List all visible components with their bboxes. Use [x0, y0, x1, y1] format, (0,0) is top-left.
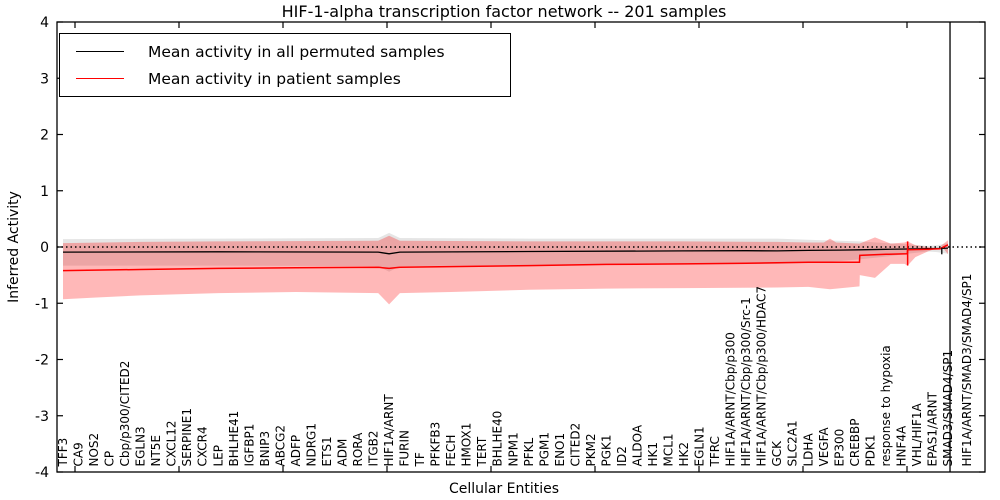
legend-item-patient: Mean activity in patient samples: [60, 66, 510, 92]
x-tick-label: ID2: [615, 446, 629, 466]
x-tick-label: HIF1A/ARNT/Cbp/p300/Src-1: [739, 297, 753, 466]
x-tick-label-outside: HIF1A/ARNT/SMAD3/SMAD4/SP1: [960, 274, 974, 467]
x-tick-label: HK2: [677, 442, 691, 467]
x-tick-label: CITED2: [568, 423, 582, 467]
x-tick-label: SMAD3/SMAD4/SP1: [941, 350, 955, 467]
x-tick-label: RORA: [351, 432, 365, 467]
x-tick-label: LDHA: [801, 433, 815, 467]
x-tick-label: ETS1: [320, 436, 334, 466]
legend: Mean activity in all permuted samples Me…: [59, 33, 511, 97]
y-tick-label: 2: [40, 128, 49, 144]
x-tick-label: TF: [413, 452, 427, 467]
y-tick-label: 1: [40, 184, 49, 200]
figure-title: HIF-1-alpha transcription factor network…: [281, 2, 727, 21]
y-axis-label: Inferred Activity: [6, 191, 22, 303]
y-tick-label: 3: [40, 71, 49, 87]
legend-label: Mean activity in all permuted samples: [148, 42, 445, 61]
x-tick-label: ADFP: [289, 435, 303, 467]
x-tick-label: response to hypoxia: [879, 345, 893, 466]
x-tick-label: BHLHE40: [491, 411, 505, 467]
x-tick-label: EPAS1/ARNT: [926, 391, 940, 466]
x-tick-label: CP: [103, 451, 117, 467]
x-tick-label: BHLHE41: [227, 411, 241, 467]
x-tick-label: VEGFA: [817, 427, 831, 467]
x-tick-label: HIF1A/ARNT: [382, 394, 396, 467]
x-tick-label: SLC2A1: [786, 420, 800, 466]
y-tick-label: 0: [40, 240, 49, 256]
x-tick-label: PGK1: [599, 434, 613, 466]
y-tick-label: -1: [35, 296, 49, 312]
x-tick-label: VHL/HIF1A: [910, 402, 924, 466]
x-tick-label: CXCL12: [165, 420, 179, 466]
x-tick-label: CREBBP: [848, 419, 862, 467]
x-tick-label: BNIP3: [258, 431, 272, 467]
x-tick-label: ENO1: [553, 433, 567, 467]
x-tick-label: EGLN1: [693, 426, 707, 466]
x-tick-label: NPM1: [506, 432, 520, 466]
x-tick-label: TERT: [475, 436, 489, 467]
x-tick-label: TFRC: [708, 436, 722, 467]
x-tick-label: EP300: [832, 429, 846, 467]
x-tick-label: IGFBP1: [242, 424, 256, 467]
patient-band: [63, 235, 948, 305]
y-tick-label: -3: [35, 409, 49, 425]
x-tick-label: EGLN3: [134, 426, 148, 466]
legend-label: Mean activity in patient samples: [148, 69, 401, 88]
x-tick-label: CXCR4: [196, 426, 210, 466]
x-tick-label: GCK: [770, 440, 784, 467]
x-tick-label: HIF1A/ARNT/Cbp/p300/HDAC7: [755, 286, 769, 467]
x-tick-label: ABCG2: [273, 425, 287, 467]
x-tick-label: PDK1: [863, 435, 877, 467]
x-tick-label: ITGB2: [367, 430, 381, 466]
legend-line-sample-red: [76, 78, 124, 79]
x-tick-label: FURIN: [398, 430, 412, 467]
x-tick-label: NDRG1: [304, 423, 318, 467]
x-tick-label: ALDOA: [631, 424, 645, 466]
x-axis-label: Cellular Entities: [448, 481, 560, 497]
legend-line-sample-black: [76, 51, 124, 52]
x-tick-label: HK1: [646, 442, 660, 467]
x-tick-label: PFKL: [522, 437, 536, 466]
x-tick-label: ADM: [336, 439, 350, 467]
x-tick-label: MCL1: [662, 433, 676, 466]
y-tick-label: 4: [40, 15, 49, 31]
x-tick-label: NT5E: [149, 435, 163, 467]
y-tick-label: -2: [35, 353, 49, 369]
x-tick-label: PFKFB3: [429, 422, 443, 467]
x-tick-label: PGM1: [537, 432, 551, 467]
permuted-band: [63, 232, 948, 272]
legend-item-permuted: Mean activity in all permuted samples: [60, 39, 510, 65]
x-tick-label: SERPINE1: [180, 408, 194, 467]
x-tick-label: PKM2: [584, 433, 598, 466]
x-tick-label: Cbp/p300/CITED2: [118, 361, 132, 467]
x-tick-label: HNF4A: [894, 425, 908, 467]
x-tick-label: TFF3: [56, 438, 70, 468]
x-tick-label: CA9: [72, 442, 86, 466]
x-tick-label: NOS2: [87, 433, 101, 467]
x-tick-label: FECH: [444, 435, 458, 467]
x-tick-label: LEP: [211, 445, 225, 467]
x-tick-label: HIF1A/ARNT/Cbp/p300: [724, 332, 738, 466]
x-tick-label: HMOX1: [460, 423, 474, 467]
y-tick-label: -4: [35, 465, 49, 481]
